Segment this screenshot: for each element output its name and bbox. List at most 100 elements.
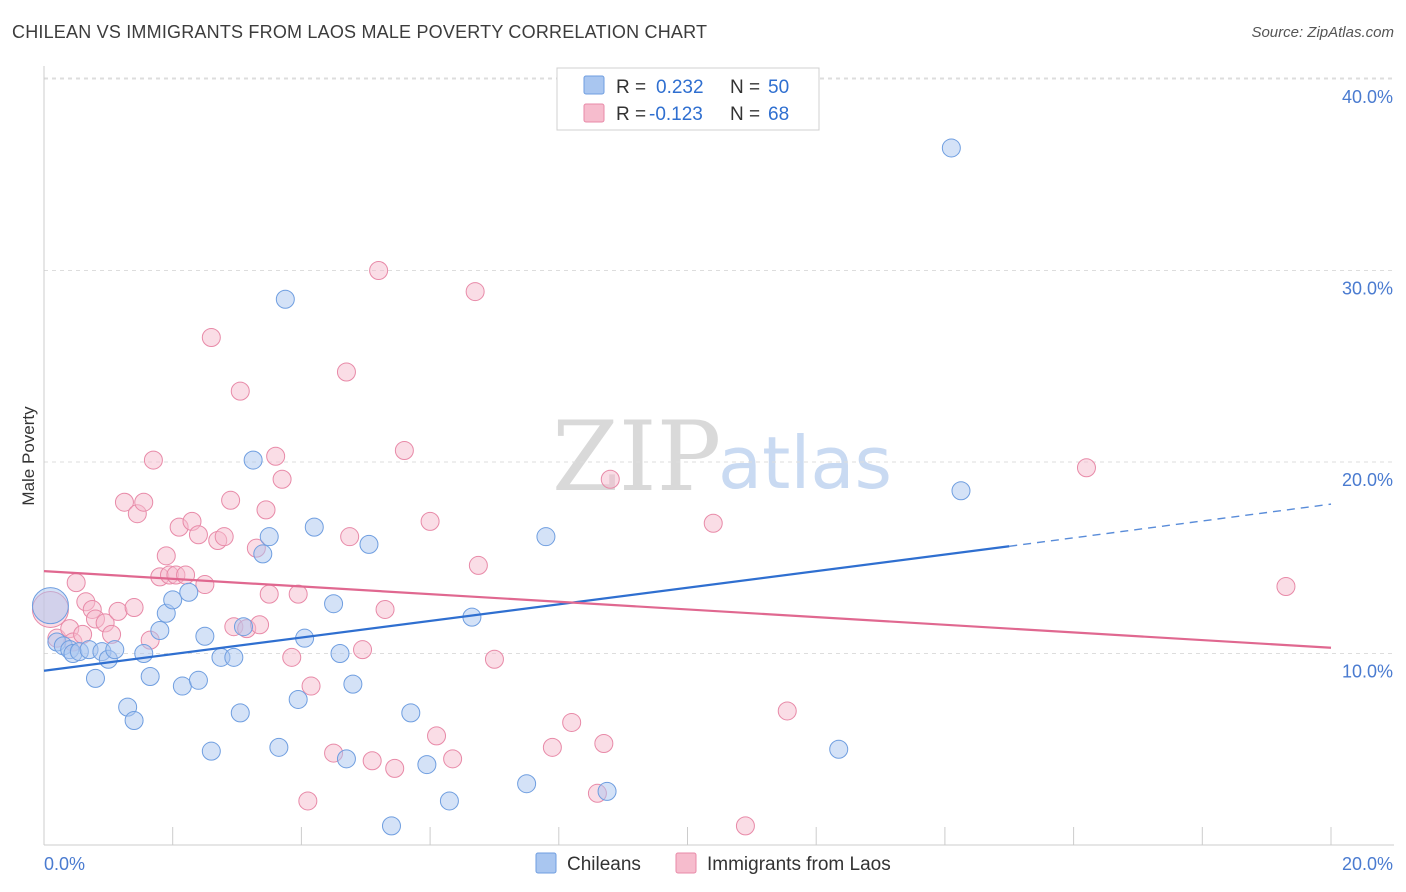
bottom-legend-swatch-chileans (535, 852, 557, 874)
laos-point-52 (394, 441, 414, 461)
laos-point-40 (282, 647, 302, 667)
x-tick-label-0: 0.0% (44, 854, 85, 874)
legend-n-label-0: N = (730, 77, 760, 98)
chileans-point-30 (269, 737, 289, 757)
chileans-point-48 (829, 739, 849, 759)
source-label: Source: ZipAtlas.com (1251, 24, 1394, 41)
laos-point-68 (1276, 576, 1296, 596)
laos-point-64 (703, 513, 723, 533)
chileans-point-36 (330, 644, 350, 663)
laos-point-57 (468, 555, 488, 575)
bottom-legend-swatch-laos (675, 852, 697, 874)
chileans-point-10 (105, 640, 125, 660)
watermark-zip: ZIP (552, 401, 721, 513)
laos-point-15 (134, 492, 154, 512)
laos-point-10 (102, 624, 122, 644)
chileans-point-20 (188, 670, 208, 690)
laos-point-12 (114, 492, 134, 512)
laos-point-54 (427, 726, 447, 746)
top-legend: R = 0.232 N = 50 R = -0.123 N = 68 (556, 67, 820, 131)
chileans-point-43 (439, 791, 459, 811)
laos-point-42 (301, 676, 321, 696)
y-tick-labels: 10.0% 20.0% 30.0% 40.0% (1342, 87, 1393, 682)
laos-point-48 (362, 751, 382, 771)
chileans-point-31 (275, 289, 295, 309)
chileans-point-18 (172, 676, 192, 696)
chileans-point-17 (163, 590, 183, 610)
laos-point-56 (465, 282, 485, 302)
laos-point-19 (156, 546, 176, 566)
legend-r-value-0: 0.232 (656, 77, 704, 98)
chileans-point-35 (324, 594, 344, 614)
laos-point-11 (108, 601, 128, 621)
chileans-point-24 (224, 647, 244, 667)
laos-point-67 (1076, 458, 1096, 478)
y-axis-label: Male Poverty (19, 406, 38, 506)
laos-point-50 (375, 599, 395, 619)
x-tick-label-1: 20.0% (1342, 854, 1393, 874)
x-tick-labels: 0.0% 20.0% (44, 854, 1393, 874)
laos-point-47 (353, 640, 373, 660)
laos-point-43 (298, 791, 318, 811)
chart-title: CHILEAN VS IMMIGRANTS FROM LAOS MALE POV… (12, 22, 708, 42)
laos-point-65 (735, 816, 755, 836)
legend-n-label-1: N = (730, 104, 760, 125)
laos-point-26 (195, 575, 215, 595)
laos-point-35 (250, 615, 270, 635)
chileans-point-46 (536, 527, 556, 547)
chileans-point-39 (359, 534, 379, 554)
chileans-point-40 (381, 816, 401, 836)
chileans-point-19 (179, 582, 199, 602)
laos-point-25 (188, 525, 208, 545)
legend-swatch-laos (583, 103, 605, 123)
chileans-trend-extension (1009, 503, 1332, 547)
laos-point-30 (221, 490, 241, 510)
chileans-point-15 (150, 621, 170, 641)
chileans-point-42 (417, 755, 437, 775)
laos-point-37 (259, 584, 279, 604)
laos-point-13 (124, 598, 144, 618)
chileans-point-29 (259, 527, 279, 547)
legend-n-value-0: 50 (768, 77, 789, 98)
trend-lines (43, 503, 1332, 672)
axes (43, 66, 1394, 846)
laos-point-53 (420, 511, 440, 531)
laos-point-23 (176, 565, 196, 585)
chileans-point-45 (517, 774, 537, 794)
laos-point-63 (600, 469, 620, 489)
laos-point-38 (266, 446, 286, 466)
laos-point-55 (443, 749, 463, 769)
chileans-point-21 (195, 626, 215, 646)
watermark-atlas: atlas (718, 421, 892, 505)
bottom-legend-laos: Immigrants from Laos (707, 854, 891, 875)
series-chileans-points (31, 138, 971, 836)
laos-point-45 (336, 362, 356, 382)
chileans-point-27 (243, 450, 263, 470)
legend-swatch-chileans (583, 75, 605, 95)
chileans-point-22 (201, 741, 221, 761)
laos-point-66 (777, 701, 797, 721)
laos-point-32 (230, 381, 250, 401)
chileans-point-7 (85, 668, 105, 688)
laos-point-46 (340, 527, 360, 547)
chileans-point-13 (134, 644, 154, 663)
legend-n-value-1: 68 (768, 104, 789, 125)
chileans-point-38 (343, 674, 363, 694)
legend-r-value-1: -0.123 (649, 104, 703, 125)
chileans-point-0 (31, 587, 69, 625)
chileans-point-25 (230, 703, 250, 723)
laos-point-36 (256, 500, 276, 520)
laos-point-49 (369, 261, 389, 280)
bottom-legend-chileans: Chileans (567, 854, 641, 875)
y-tick-label-0: 10.0% (1342, 662, 1393, 682)
chileans-point-12 (124, 711, 144, 731)
legend-r-label-1: R = (616, 104, 646, 125)
laos-point-17 (143, 450, 163, 470)
y-tick-label-2: 30.0% (1342, 279, 1393, 299)
chileans-point-37 (336, 749, 356, 769)
grid-lines (44, 77, 1394, 654)
laos-point-29 (214, 527, 234, 547)
chileans-point-50 (951, 481, 971, 501)
bottom-legend: Chileans Immigrants from Laos (535, 852, 891, 875)
chileans-point-26 (233, 617, 253, 637)
